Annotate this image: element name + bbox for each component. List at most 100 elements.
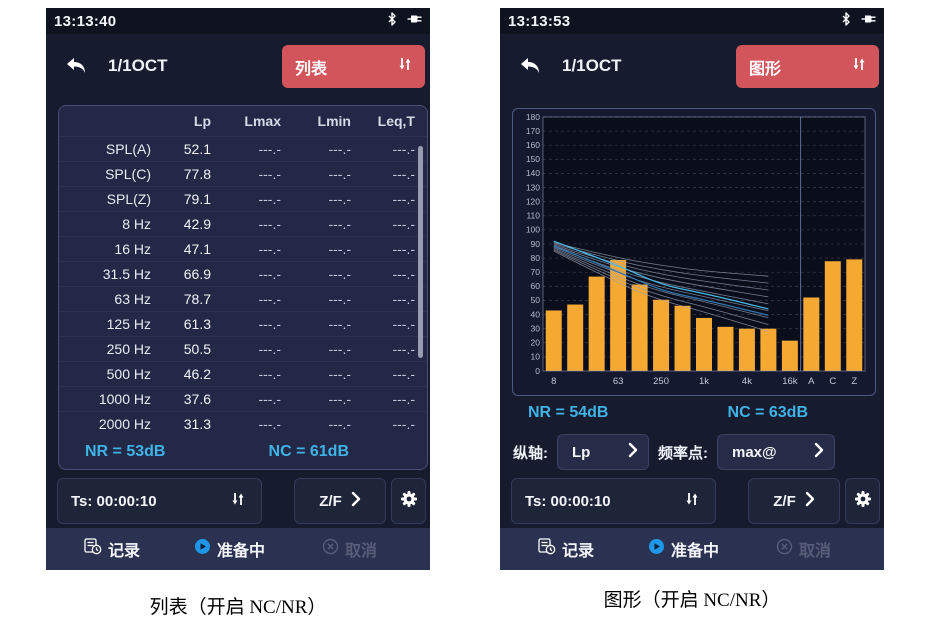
record-button[interactable]: 记录 [84, 537, 140, 561]
row-value: ---.- [258, 316, 281, 332]
sort-arrows-icon [398, 56, 412, 77]
svg-text:100: 100 [526, 225, 540, 235]
svg-text:4k: 4k [742, 376, 752, 387]
bluetooth-icon [841, 11, 851, 31]
row-value: 47.1 [183, 241, 211, 257]
table-row: 500 Hz 46.2 ---.- ---.- ---.- [59, 361, 427, 386]
weighting-zf-button[interactable]: Z/F [294, 478, 386, 524]
gear-icon [400, 490, 418, 513]
view-toggle-button[interactable]: 列表 [282, 45, 425, 88]
row-value: ---.- [328, 341, 351, 357]
clock-text: 13:13:40 [54, 12, 117, 30]
record-label: 记录 [562, 543, 595, 560]
settings-button[interactable] [845, 478, 880, 524]
view-toggle-label: 列表 [295, 60, 328, 78]
cancel-button[interactable]: 取消 [322, 537, 377, 561]
svg-text:250: 250 [653, 376, 669, 387]
nrnc-row: NR = 54dB NC = 63dB [500, 398, 884, 428]
column-header: Lmin [317, 113, 351, 129]
row-value: ---.- [392, 166, 415, 182]
device-screen-list: 13:13:40 1/1OCT 列表 Lp Lmax Lmin Leq,T SPL(A… [46, 8, 430, 570]
row-label: SPL(C) [105, 166, 151, 182]
view-toggle-button[interactable]: 图形 [736, 45, 879, 88]
svg-text:1k: 1k [699, 376, 709, 387]
table-row: SPL(A) 52.1 ---.- ---.- ---.- [59, 136, 427, 161]
mode-label: 1/1OCT [562, 56, 622, 75]
table-row: SPL(Z) 79.1 ---.- ---.- ---.- [59, 186, 427, 211]
settings-button[interactable] [391, 478, 426, 524]
row-value: 61.3 [183, 316, 211, 332]
freq-point-label: 频率点: [658, 444, 708, 462]
row-value: 52.1 [183, 141, 211, 157]
row-value: 77.8 [183, 166, 211, 182]
row-value: ---.- [392, 366, 415, 382]
chevron-right-icon [805, 491, 815, 512]
row-label: 1000 Hz [98, 391, 151, 407]
nc-value: NC = 63dB [727, 404, 808, 421]
row-value: ---.- [392, 141, 415, 157]
nc-value: NC = 61dB [268, 443, 349, 460]
back-button[interactable] [518, 56, 546, 78]
power-plug-icon [407, 12, 422, 30]
back-button[interactable] [64, 56, 92, 78]
svg-text:120: 120 [526, 196, 540, 206]
ts-duration-button[interactable]: Ts: 00:00:10 [57, 478, 262, 524]
table-header-row: Lp Lmax Lmin Leq,T [59, 106, 427, 136]
svg-text:20: 20 [531, 338, 541, 348]
table-row: 2000 Hz 31.3 ---.- ---.- ---.- [59, 411, 427, 436]
weighting-zf-button[interactable]: Z/F [748, 478, 840, 524]
row-value: ---.- [328, 366, 351, 382]
row-value: ---.- [328, 391, 351, 407]
row-value: ---.- [328, 241, 351, 257]
table-scrollbar[interactable] [418, 146, 423, 358]
record-button[interactable]: 记录 [538, 537, 594, 561]
record-label: 记录 [108, 543, 141, 560]
row-label: 500 Hz [106, 366, 151, 382]
svg-text:30: 30 [531, 323, 541, 333]
play-circle-icon [194, 538, 211, 560]
cancel-button[interactable]: 取消 [776, 537, 831, 561]
ts-row: Ts: 00:00:10 Z/F [500, 478, 884, 525]
column-header: Lmax [244, 113, 281, 129]
mode-label: 1/1OCT [108, 56, 168, 75]
svg-text:A: A [808, 376, 815, 387]
spl-table-panel: Lp Lmax Lmin Leq,T SPL(A) 52.1 ---.- ---.- ---.… [58, 105, 428, 470]
svg-text:140: 140 [526, 168, 540, 178]
svg-text:80: 80 [531, 253, 541, 263]
weighting-zf-label: Z/F [773, 492, 796, 510]
svg-text:150: 150 [526, 154, 540, 164]
row-value: ---.- [392, 216, 415, 232]
sort-arrows-icon [852, 56, 866, 77]
record-log-icon [84, 538, 102, 560]
row-value: ---.- [392, 291, 415, 307]
row-value: ---.- [258, 416, 281, 432]
row-value: ---.- [328, 291, 351, 307]
row-label: 63 Hz [114, 291, 151, 307]
status-bar: 13:13:40 [46, 8, 430, 34]
row-value: ---.- [258, 266, 281, 282]
footer-bar: 记录 准备中 取消 [46, 528, 430, 570]
nr-value: NR = 53dB [85, 443, 166, 460]
row-value: 42.9 [183, 216, 211, 232]
table-row: 250 Hz 50.5 ---.- ---.- ---.- [59, 336, 427, 361]
y-axis-select-button[interactable]: Lp [557, 434, 649, 470]
row-label: 125 Hz [106, 316, 151, 332]
table-row: 16 Hz 47.1 ---.- ---.- ---.- [59, 236, 427, 261]
nrnc-row: NR = 53dB NC = 61dB [59, 437, 427, 467]
measure-state-indicator: 准备中 [648, 537, 719, 561]
svg-text:0: 0 [535, 366, 540, 376]
svg-text:40: 40 [531, 309, 541, 319]
row-value: ---.- [258, 366, 281, 382]
freq-point-select-button[interactable]: max@ [717, 434, 835, 470]
row-label: 16 Hz [114, 241, 151, 257]
row-value: ---.- [328, 216, 351, 232]
footer-bar: 记录 准备中 取消 [500, 528, 884, 570]
column-header: Lp [193, 113, 211, 129]
table-row: 8 Hz 42.9 ---.- ---.- ---.- [59, 211, 427, 236]
ts-duration-button[interactable]: Ts: 00:00:10 [511, 478, 716, 524]
bluetooth-icon [387, 11, 397, 31]
row-value: ---.- [392, 416, 415, 432]
svg-text:16k: 16k [782, 376, 798, 387]
row-value: 79.1 [183, 191, 211, 207]
nav-row: 1/1OCT 列表 [46, 34, 430, 104]
